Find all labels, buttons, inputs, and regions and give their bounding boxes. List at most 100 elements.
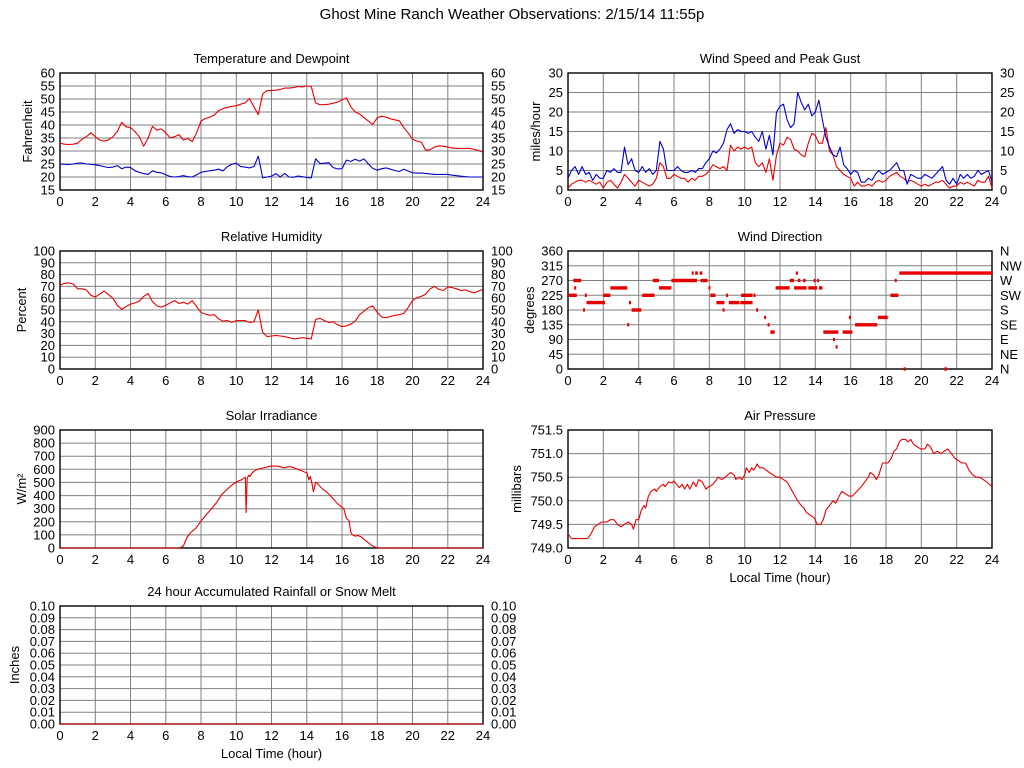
x-tick-label: 0 <box>56 373 63 388</box>
y-tick-label-right: 35 <box>491 131 505 146</box>
x-tick-label: 24 <box>476 552 490 567</box>
y-tick-label-left: 270 <box>541 273 563 288</box>
y-tick-label-right: 0.06 <box>491 646 516 661</box>
x-tick-label: 16 <box>335 728 349 743</box>
y-tick-label-left: 315 <box>541 258 563 273</box>
y-tick-label-right: 0.05 <box>491 658 516 673</box>
y-tick-label-left: 60 <box>41 66 55 81</box>
y-tick-label-right: 0.01 <box>491 705 516 720</box>
x-tick-label: 22 <box>441 194 455 209</box>
x-tick-label: 24 <box>476 194 490 209</box>
y-tick-label-right: 0.03 <box>491 681 516 696</box>
x-tick-label: 24 <box>985 552 999 567</box>
y-tick-label-right: 0 <box>1000 183 1007 198</box>
y-tick-label-right: 0.08 <box>491 622 516 637</box>
chart-title: Temperature and Dewpoint <box>193 51 349 66</box>
plot-border <box>59 250 484 370</box>
y-tick-label-left: 800 <box>33 436 55 451</box>
x-tick-label: 12 <box>264 373 278 388</box>
x-tick-label: 12 <box>773 194 787 209</box>
y-tick-label-left: 50 <box>41 92 55 107</box>
x-tick-label: 12 <box>773 373 787 388</box>
x-tick-label: 14 <box>300 373 314 388</box>
x-tick-label: 16 <box>335 194 349 209</box>
y-tick-label-right: 0.02 <box>491 693 516 708</box>
y-tick-label-left: 200 <box>33 514 55 529</box>
x-tick-label: 22 <box>949 194 963 209</box>
x-tick-label: 0 <box>56 552 63 567</box>
y-tick-label-left: 0.07 <box>30 634 55 649</box>
x-tick-label: 18 <box>370 194 384 209</box>
y-axis-label: miles/hour <box>528 101 543 162</box>
y-tick-label-right: S <box>1000 303 1009 318</box>
y-tick-label-right: 0.00 <box>491 717 516 732</box>
plot-border <box>567 429 993 549</box>
x-tick-label: 16 <box>843 552 857 567</box>
x-tick-label: 0 <box>564 373 571 388</box>
y-tick-label-left: 0.03 <box>30 681 55 696</box>
y-tick-label-left: 751.5 <box>530 423 563 438</box>
x-tick-label: 14 <box>808 552 822 567</box>
x-tick-label: 2 <box>92 194 99 209</box>
y-tick-label-right: 20 <box>491 170 505 185</box>
x-tick-label: 8 <box>197 373 204 388</box>
series-dewpoint-line <box>59 155 483 179</box>
x-tick-label: 22 <box>949 552 963 567</box>
y-tick-label-left: 600 <box>33 462 55 477</box>
x-tick-label: 12 <box>264 552 278 567</box>
y-tick-label-right: 90 <box>491 255 505 270</box>
x-tick-label: 4 <box>127 728 134 743</box>
x-tick-label: 0 <box>56 194 63 209</box>
y-tick-label-left: 750.5 <box>530 470 563 485</box>
y-axis-label: degrees <box>522 286 537 333</box>
x-tick-label: 2 <box>92 373 99 388</box>
x-tick-label: 14 <box>300 728 314 743</box>
x-tick-label: 20 <box>405 194 419 209</box>
x-tick-label: 6 <box>162 194 169 209</box>
y-tick-label-left: 0 <box>556 362 563 377</box>
x-tick-label: 4 <box>127 194 134 209</box>
x-axis-label: Local Time (hour) <box>729 570 830 585</box>
x-tick-label: 20 <box>914 194 928 209</box>
y-tick-label-left: 749.5 <box>530 517 563 532</box>
y-tick-label-right: 100 <box>491 244 513 259</box>
y-tick-label-right: 15 <box>1000 124 1014 139</box>
y-tick-label-right: 45 <box>491 105 505 120</box>
y-tick-label-left: 90 <box>41 255 55 270</box>
x-tick-label: 14 <box>300 194 314 209</box>
y-tick-label-left: 180 <box>541 303 563 318</box>
y-axis-label: Percent <box>14 287 29 332</box>
y-tick-label-right: 25 <box>1000 85 1014 100</box>
x-tick-label: 6 <box>670 552 677 567</box>
y-tick-label-left: 30 <box>41 144 55 159</box>
y-tick-label-left: 0 <box>556 183 563 198</box>
y-tick-label-right: N <box>1000 244 1009 259</box>
x-tick-label: 0 <box>564 194 571 209</box>
x-tick-label: 4 <box>127 373 134 388</box>
y-tick-label-left: 20 <box>41 338 55 353</box>
y-tick-label-right: 50 <box>491 92 505 107</box>
series-relative-humidity-line <box>59 282 484 340</box>
x-tick-label: 14 <box>808 194 822 209</box>
y-tick-label-left: 0.04 <box>30 669 55 684</box>
plot-border <box>59 72 484 191</box>
series-temperature-line <box>59 85 484 153</box>
chart-title: Wind Speed and Peak Gust <box>700 51 861 66</box>
x-tick-label: 6 <box>162 552 169 567</box>
y-tick-label-left: 20 <box>549 105 563 120</box>
y-tick-label-right: 30 <box>491 144 505 159</box>
x-tick-label: 10 <box>229 728 243 743</box>
x-tick-label: 12 <box>773 552 787 567</box>
x-axis-label: Local Time (hour) <box>221 746 322 761</box>
y-tick-label-right: 55 <box>491 79 505 94</box>
x-tick-label: 6 <box>162 373 169 388</box>
chart-title: Solar Irradiance <box>226 408 318 423</box>
x-tick-label: 22 <box>441 552 455 567</box>
x-tick-label: 22 <box>441 728 455 743</box>
x-tick-label: 24 <box>476 728 490 743</box>
